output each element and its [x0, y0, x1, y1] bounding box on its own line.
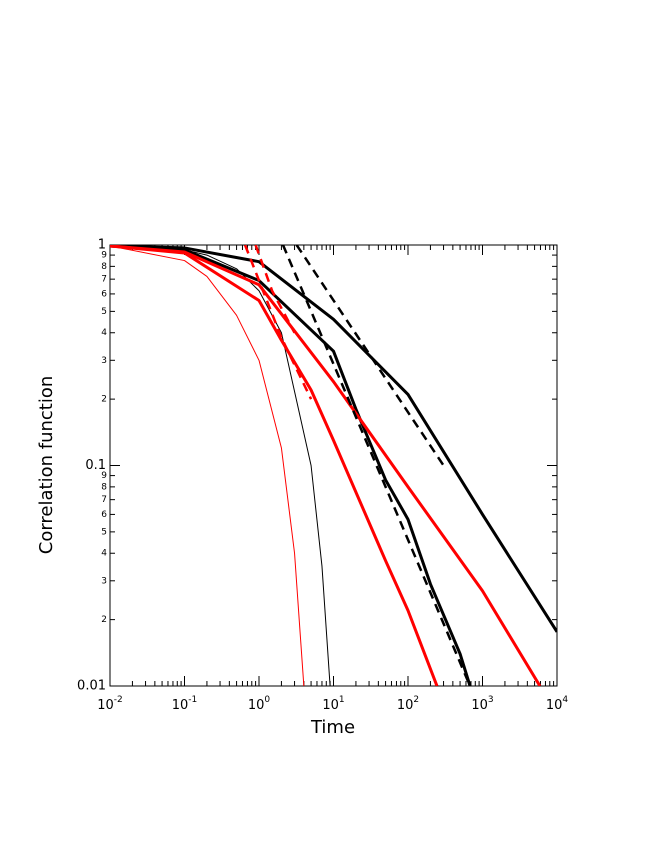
x-tick-label: 101: [322, 695, 344, 713]
x-axis-label: Time: [310, 717, 355, 738]
x-tick-base: 10: [322, 698, 339, 713]
x-tick-label: 104: [546, 695, 569, 713]
x-tick-exponent: 1: [339, 695, 345, 705]
y-tick-label: 7: [101, 495, 107, 505]
y-tick-label: 4: [101, 328, 107, 338]
x-tick-exponent: 0: [264, 695, 270, 705]
y-tick-label: 0.1: [85, 458, 106, 473]
x-tick-base: 10: [397, 698, 414, 713]
series-line: [110, 245, 472, 686]
y-tick-label: 2: [101, 395, 107, 405]
x-tick-label: 103: [471, 695, 493, 713]
series-line: [243, 245, 313, 400]
x-tick-base: 10: [248, 698, 265, 713]
x-tick-base: 10: [471, 698, 488, 713]
x-tick-exponent: -2: [114, 695, 123, 705]
x-tick-label: 102: [397, 695, 419, 713]
x-tick-base: 10: [97, 698, 114, 713]
series-line: [281, 245, 472, 686]
x-tick-label: 10-1: [172, 695, 198, 713]
series-line: [110, 245, 305, 686]
series-line: [110, 245, 331, 686]
series-line: [110, 245, 557, 633]
y-tick-label: 5: [101, 527, 107, 537]
series-line: [110, 245, 439, 686]
y-tick-label: 6: [101, 289, 107, 299]
x-tick-label: 10-2: [97, 695, 123, 713]
y-tick-label: 8: [101, 482, 107, 492]
y-tick-label: 7: [101, 275, 107, 285]
y-tick-label: 4: [101, 549, 107, 559]
y-tick-label: 3: [101, 576, 107, 586]
plot-frame: [109, 244, 558, 687]
x-tick-base: 10: [546, 698, 563, 713]
series-line: [254, 245, 296, 334]
x-tick-label: 100: [248, 695, 271, 713]
y-axis-label: Correlation function: [36, 376, 57, 555]
x-tick-base: 10: [172, 698, 189, 713]
y-tick-label: 9: [101, 251, 107, 261]
x-tick-exponent: -1: [188, 695, 197, 705]
y-tick-label: 6: [101, 510, 107, 520]
y-tick-label: 0.01: [77, 679, 106, 694]
y-tick-label: 9: [101, 471, 107, 481]
y-tick-label: 5: [101, 307, 107, 317]
y-tick-label: 1: [98, 238, 106, 253]
x-tick-exponent: 4: [562, 695, 568, 705]
x-tick-exponent: 3: [488, 695, 494, 705]
y-tick-label: 8: [101, 262, 107, 272]
y-tick-label: 3: [101, 356, 107, 366]
y-tick-label: 2: [101, 615, 107, 625]
x-tick-exponent: 2: [413, 695, 419, 705]
